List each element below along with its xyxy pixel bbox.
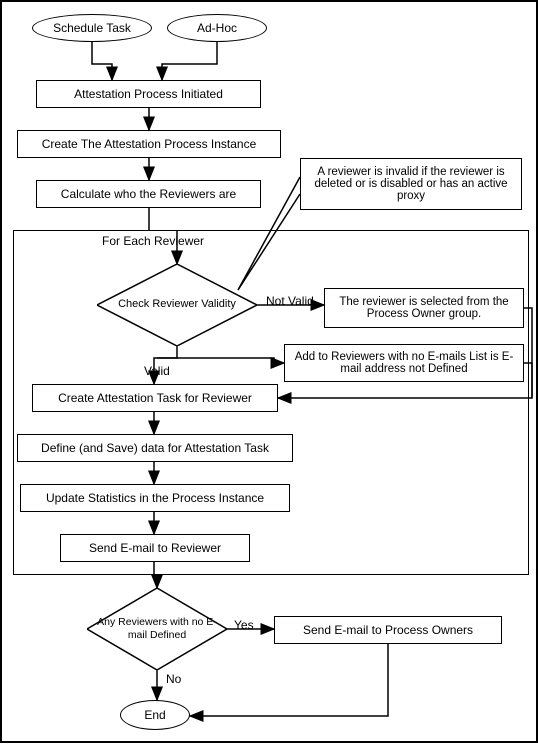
label-valid: Valid [144,364,170,378]
node-owner-sel-label: The reviewer is selected from the Proces… [329,296,519,320]
node-create-inst-label: Create The Attestation Process Instance [42,137,257,151]
node-end: End [120,700,190,730]
node-end-label: End [144,708,165,722]
node-schedule-label: Schedule Task [53,21,131,35]
node-adhoc-label: Ad-Hoc [197,21,237,35]
node-callout: A reviewer is invalid if the reviewer is… [300,158,522,210]
label-for-each: For Each Reviewer [102,234,204,248]
node-create-inst: Create The Attestation Process Instance [17,130,281,158]
node-noemail-add-label: Add to Reviewers with no E-mails List is… [289,351,519,375]
node-check-label: Check Reviewer Validity [118,298,236,311]
node-init: Attestation Process Initiated [36,80,261,108]
node-send-own: Send E-mail to Process Owners [274,616,502,644]
node-adhoc: Ad-Hoc [167,14,267,42]
node-update-stats-label: Update Statistics in the Process Instanc… [46,491,264,505]
flowchart-canvas: Schedule Task Ad-Hoc End Attestation Pro… [0,0,538,743]
node-owner-sel: The reviewer is selected from the Proces… [324,288,524,328]
label-no: No [166,672,181,686]
node-send-rev-label: Send E-mail to Reviewer [89,541,221,555]
node-check: Check Reviewer Validity [97,264,257,346]
node-update-stats: Update Statistics in the Process Instanc… [20,484,290,512]
node-noemail-add: Add to Reviewers with no E-mails List is… [284,344,524,382]
node-send-rev: Send E-mail to Reviewer [60,534,250,562]
node-create-task-label: Create Attestation Task for Reviewer [58,391,252,405]
node-schedule: Schedule Task [32,14,152,42]
node-calc: Calculate who the Reviewers are [36,180,261,208]
node-define-data-label: Define (and Save) data for Attestation T… [41,441,269,455]
node-any-noemail: Any Reviewers with no E-mail Defined [87,588,227,670]
node-calc-label: Calculate who the Reviewers are [61,187,236,201]
node-create-task: Create Attestation Task for Reviewer [32,384,278,412]
label-not-valid: Not Valid [266,294,314,308]
node-any-noemail-label: Any Reviewers with no E-mail Defined [95,616,219,641]
node-init-label: Attestation Process Initiated [74,87,223,101]
node-callout-label: A reviewer is invalid if the reviewer is… [305,166,517,202]
label-yes: Yes [234,618,254,632]
node-send-own-label: Send E-mail to Process Owners [303,623,473,637]
node-define-data: Define (and Save) data for Attestation T… [17,434,293,462]
